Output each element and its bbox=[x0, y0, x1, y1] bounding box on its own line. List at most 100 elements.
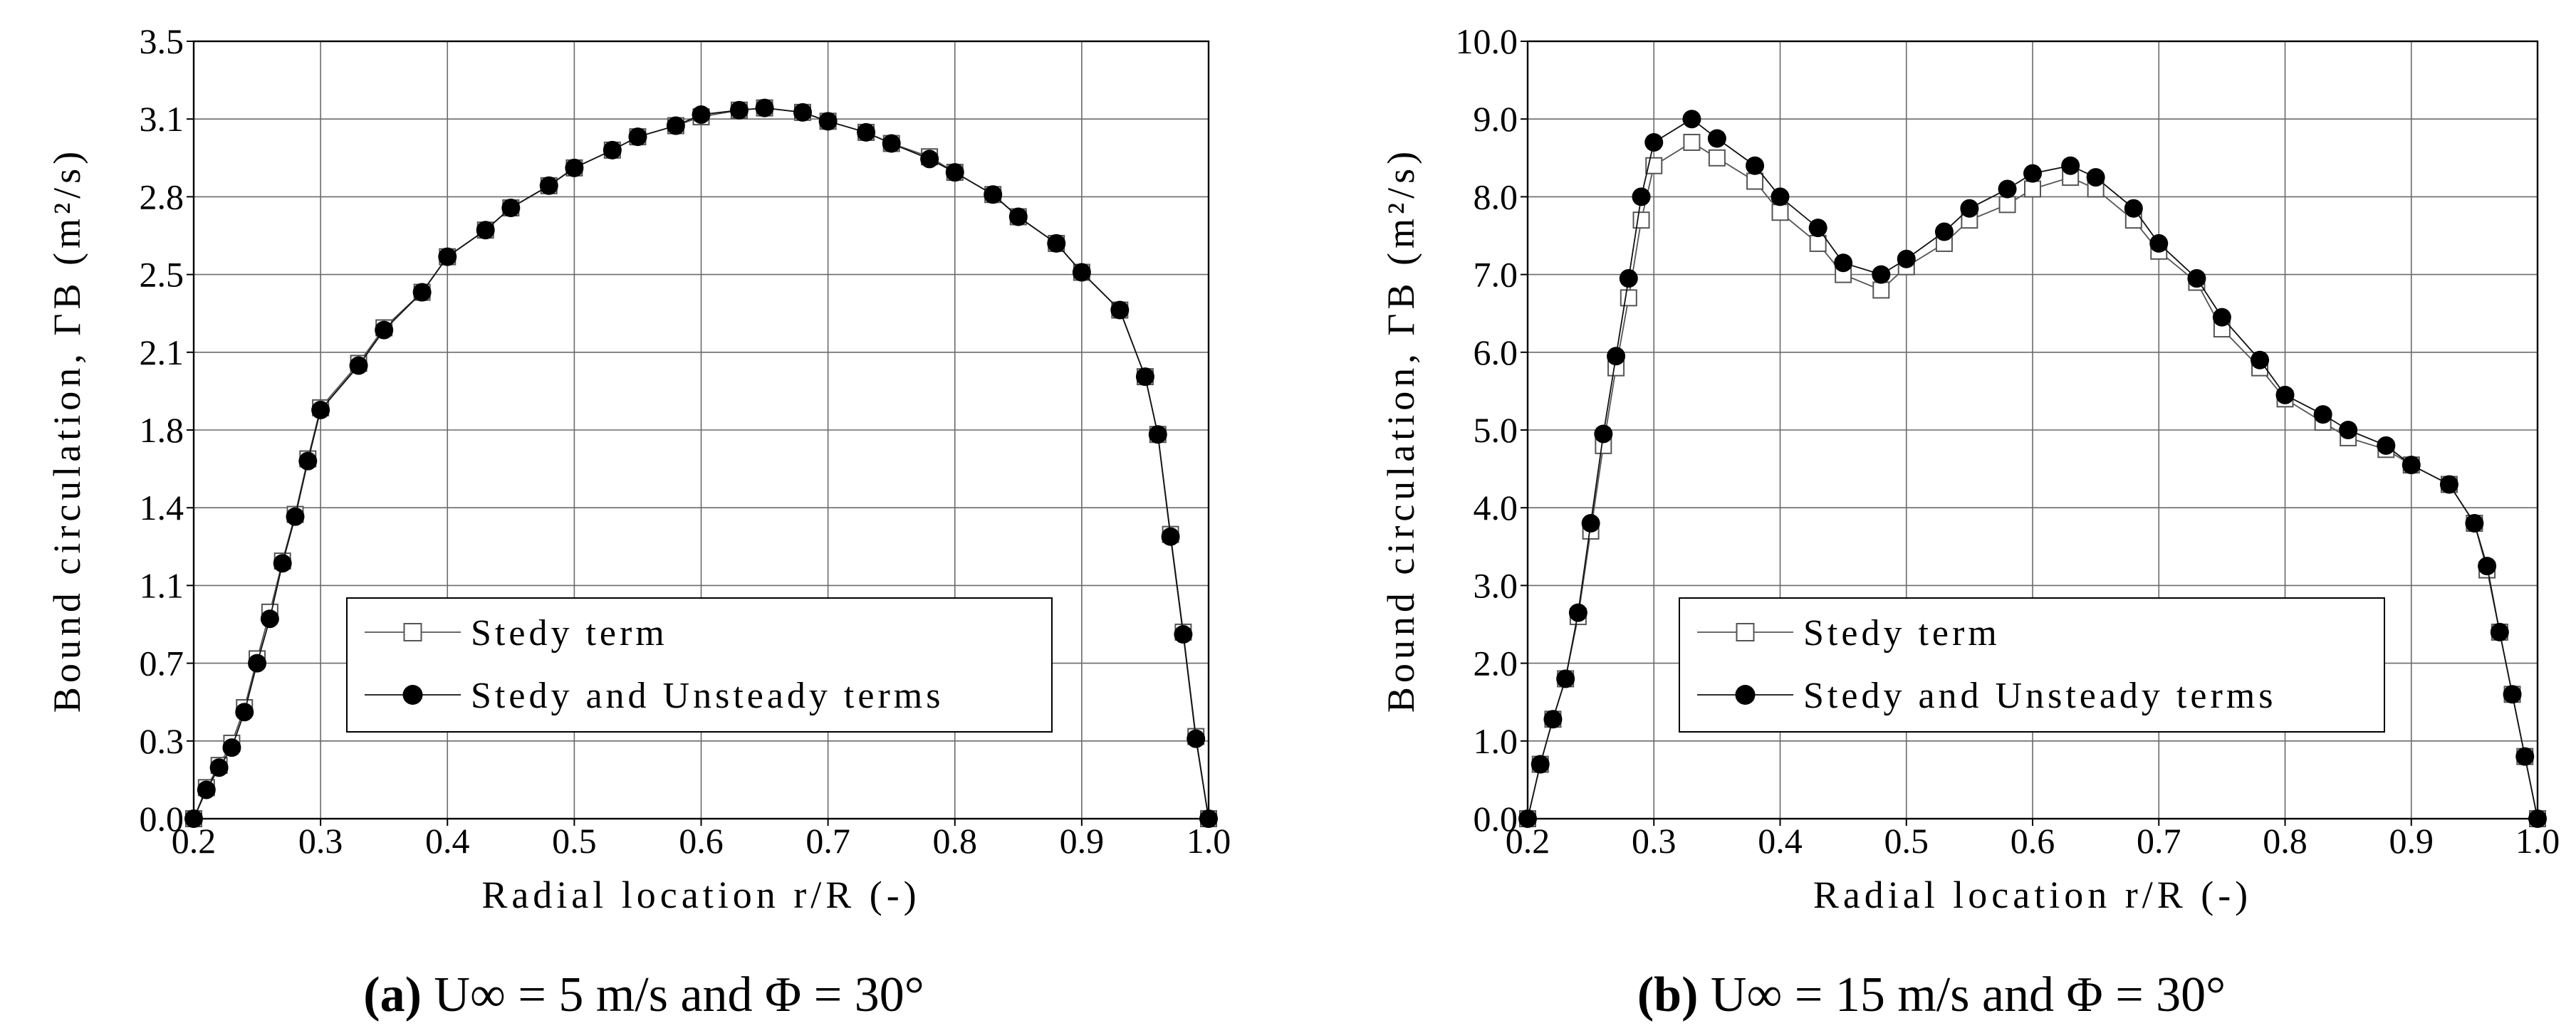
chart-b-series-steady-unsteady-point bbox=[2439, 475, 2458, 494]
chart-a-series-steady-unsteady-point bbox=[628, 127, 647, 147]
chart-b-ytick-label: 4.0 bbox=[1474, 488, 1518, 528]
chart-a-ytick-label: 1.1 bbox=[140, 565, 184, 605]
chart-b-series-steady-unsteady-point bbox=[2061, 156, 2080, 175]
chart-a-series-steady-unsteady-point bbox=[984, 185, 1003, 204]
chart-a-series-steady-unsteady-point bbox=[273, 554, 292, 573]
chart-b-series-steady-unsteady-point bbox=[2528, 809, 2547, 828]
chart-b-ytick-label: 0.0 bbox=[1474, 799, 1518, 839]
chart-b-xtick-label: 0.6 bbox=[2011, 821, 2055, 861]
chart-b-series-steady-unsteady-point bbox=[2339, 421, 2358, 439]
chart-a-series-steady-unsteady-point bbox=[1174, 625, 1193, 644]
chart-b: 0.2 0.3 0.4 0.5 0.6 0.7 0.8 0.9 1.00.01.02.03.04… bbox=[1380, 21, 2560, 916]
chart-b-series-steady-unsteady-point bbox=[1644, 132, 1664, 152]
chart-b-series-steady-point bbox=[1683, 133, 1701, 151]
chart-a-legend: Stedy term Stedy and Unsteady terms bbox=[346, 597, 1053, 733]
chart-a-series-steady-unsteady-point bbox=[692, 105, 711, 124]
chart-a-series-steady-unsteady-point bbox=[349, 356, 368, 375]
chart-a-series-steady-unsteady-point bbox=[1187, 729, 1206, 748]
chart-a-series-steady-unsteady-point bbox=[729, 100, 749, 120]
chart-b-series-steady-unsteady-point bbox=[2124, 199, 2143, 218]
chart-b-series-steady-unsteady-point bbox=[1594, 424, 1613, 444]
chart-b-series-steady-unsteady-point bbox=[1619, 269, 1638, 288]
chart-a-xtick-label: 0.4 bbox=[425, 821, 470, 861]
chart-b-series-steady-point bbox=[1708, 149, 1726, 167]
caption-a: (a) U∞ = 5 m/s and Φ = 30° bbox=[0, 967, 1288, 1024]
chart-a-series-steady-unsteady-point bbox=[1008, 207, 1028, 226]
chart-a-series-steady-unsteady-point bbox=[1161, 527, 1180, 546]
chart-a-ytick-label: 0.7 bbox=[140, 644, 184, 683]
chart-b-series-steady-unsteady-point bbox=[2149, 234, 2169, 253]
chart-a-series-steady-unsteady-point bbox=[311, 400, 330, 419]
chart-b-series-steady-unsteady-point bbox=[1934, 222, 1954, 241]
chart-a-series-steady-unsteady-point bbox=[209, 758, 229, 777]
chart-b-series-steady-unsteady-point bbox=[2377, 436, 2396, 455]
chart-b-series-steady-point bbox=[2024, 180, 2041, 198]
chart-b-xtick-label: 0.8 bbox=[2263, 821, 2308, 861]
chart-a-series-steady-unsteady-point bbox=[755, 98, 774, 117]
chart-a-legend-box bbox=[346, 597, 1053, 733]
chart-b-series-steady-unsteady-point bbox=[2275, 385, 2295, 404]
chart-b-series-steady-unsteady-point bbox=[1632, 187, 1651, 206]
chart-a-ytick-label: 3.5 bbox=[140, 21, 184, 61]
chart-b-xtick-label: 0.5 bbox=[1884, 821, 1929, 861]
chart-b-ytick-label: 2.0 bbox=[1474, 644, 1518, 683]
caption-b-text: U∞ = 15 m/s and Φ = 30° bbox=[1710, 968, 2226, 1022]
chart-b-series-steady-unsteady-point bbox=[1568, 603, 1587, 622]
chart-b-series-steady-unsteady-point bbox=[1872, 265, 1891, 284]
chart-b-series-steady-unsteady-point bbox=[2402, 456, 2421, 475]
panel-a: 0.2 0.3 0.4 0.5 0.6 0.7 0.8 0.9 1.0 0.0 0.3 0.7 1.1 1… bbox=[0, 21, 1288, 1024]
chart-b-series-steady-unsteady-point bbox=[1581, 514, 1600, 533]
chart-a-series-steady-unsteady-point bbox=[920, 150, 939, 169]
chart-a-series-steady-unsteady-point bbox=[184, 809, 203, 828]
chart-b-series-steady-unsteady-point bbox=[2212, 308, 2231, 327]
chart-a-xtick-label: 0.8 bbox=[933, 821, 978, 861]
chart-a-legend-entry-steady-unsteady-marker bbox=[402, 685, 423, 705]
chart-a-series-steady-unsteady-point bbox=[565, 158, 584, 177]
chart-b-legend-entry-steady-unsteady-marker bbox=[1735, 685, 1756, 705]
chart-b-xtick-label: 0.9 bbox=[2389, 821, 2434, 861]
chart-b-ytick-label: 6.0 bbox=[1474, 332, 1518, 372]
chart-a-series-steady-unsteady-point bbox=[260, 609, 279, 629]
chart-b-series-steady-unsteady-point bbox=[1808, 219, 1827, 238]
chart-a-xtick-label: 0.5 bbox=[552, 821, 597, 861]
chart-a-series-steady-unsteady-point bbox=[882, 134, 901, 153]
chart-a-ytick-label: 1.8 bbox=[140, 410, 184, 450]
chart-b-series-steady-unsteady-point bbox=[1531, 755, 1550, 774]
chart-a-series-steady-unsteady-point bbox=[248, 654, 267, 673]
chart-b-series-steady-point bbox=[1632, 211, 1650, 229]
chart-b-ytick-label: 5.0 bbox=[1474, 410, 1518, 450]
chart-b-series-steady-point bbox=[1998, 196, 2016, 214]
chart-b-series-steady-unsteady-point bbox=[1607, 347, 1626, 366]
chart-b-ytick-label: 3.0 bbox=[1474, 565, 1518, 605]
chart-b-ytick-label: 10.0 bbox=[1456, 21, 1518, 61]
panel-b: 0.2 0.3 0.4 0.5 0.6 0.7 0.8 0.9 1.0 0.0 1.0 2.0 3.0 4… bbox=[1288, 0, 2575, 1033]
chart-a-series-steady-unsteady-point bbox=[1135, 367, 1154, 387]
chart-b-ytick-label: 8.0 bbox=[1474, 177, 1518, 216]
chart-a-series-steady-unsteady-point bbox=[1047, 234, 1066, 253]
chart-a-series-steady-unsteady-point bbox=[666, 116, 685, 135]
chart-b-series-steady-unsteady-point bbox=[1746, 156, 1765, 175]
caption-a-text: U∞ = 5 m/s and Φ = 30° bbox=[434, 968, 924, 1022]
chart-b-series-steady-unsteady-point bbox=[1707, 129, 1726, 148]
chart-a-series-steady-unsteady-point bbox=[412, 283, 432, 302]
chart-b-legend-box bbox=[1679, 597, 2385, 733]
chart-a-series-steady-unsteady-point bbox=[235, 703, 254, 722]
chart-a-series-steady-unsteady-point bbox=[539, 176, 558, 195]
chart-b-series-steady-unsteady-point bbox=[1518, 809, 1537, 828]
chart-b-legend-entry-steady-marker bbox=[1736, 623, 1755, 641]
chart-b-series-steady-unsteady-point bbox=[1556, 669, 1575, 688]
chart-a-ytick-label: 0.3 bbox=[140, 721, 184, 761]
chart-a-series-steady-unsteady-point bbox=[375, 320, 394, 340]
chart-b-ytick-label: 1.0 bbox=[1474, 721, 1518, 761]
chart-a-ytick-label: 1.4 bbox=[140, 488, 184, 528]
chart-a-xlabel: Radial location r/R (-) bbox=[481, 874, 920, 916]
chart-a-series-steady-unsteady-point bbox=[286, 507, 305, 526]
chart-a-legend-entry-steady-unsteady-label: Stedy and Unsteady terms bbox=[471, 676, 944, 716]
chart-a-series-steady-unsteady-point bbox=[603, 140, 622, 159]
chart-b-series-steady-unsteady-point bbox=[2251, 350, 2270, 369]
chart-b-series-steady-unsteady bbox=[1518, 110, 2547, 828]
chart-b-legend-entry-steady-unsteady-label: Stedy and Unsteady terms bbox=[1803, 676, 2276, 716]
chart-b-series-steady-unsteady-point bbox=[2515, 747, 2535, 766]
chart-b-series-steady-unsteady-point bbox=[2478, 557, 2497, 576]
